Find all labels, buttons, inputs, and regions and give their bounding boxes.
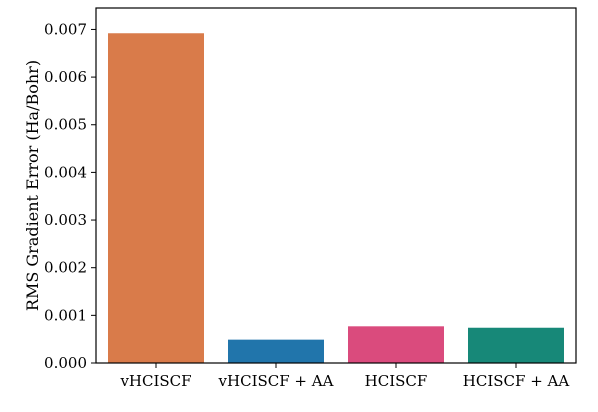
y-tick-label-0: 0.000 — [44, 354, 87, 372]
bars-group — [108, 33, 564, 363]
y-axis-ticks: 0.000 0.001 0.002 0.003 0.004 0.005 0.006 0.007 — [44, 20, 96, 372]
bar-1 — [228, 339, 324, 363]
x-tick-label-3: HCISCF + AA — [463, 372, 570, 390]
bar-2 — [348, 326, 444, 363]
x-tick-label-0: vHCISCF — [119, 372, 191, 390]
y-tick-label-7: 0.007 — [44, 20, 87, 38]
x-tick-label-2: HCISCF — [365, 372, 428, 390]
y-tick-label-1: 0.001 — [44, 306, 87, 324]
y-tick-label-3: 0.003 — [44, 211, 87, 229]
bar-3 — [468, 327, 564, 363]
plot-frame — [95, 7, 577, 364]
x-axis-ticks: vHCISCF vHCISCF + AA HCISCF HCISCF + AA — [119, 363, 569, 390]
bar-0 — [108, 33, 204, 363]
x-tick-label-1: vHCISCF + AA — [218, 372, 334, 390]
y-axis-title: RMS Gradient Error (Ha/Bohr) — [23, 60, 42, 311]
y-tick-label-6: 0.006 — [44, 68, 87, 86]
y-tick-label-5: 0.005 — [44, 116, 87, 134]
y-tick-label-2: 0.002 — [44, 259, 87, 277]
y-tick-label-4: 0.004 — [44, 163, 87, 181]
